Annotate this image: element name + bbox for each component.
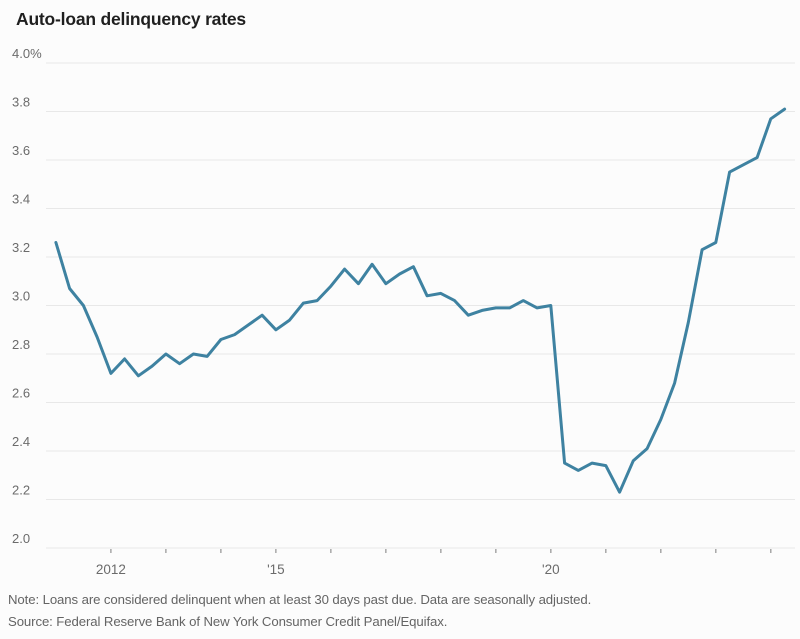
delinquency-line-chart: 4.0% 3.8 3.6 3.4 3.2 3.0 2.8 2.6 2.4 2.2 2.0 2012 '1… <box>12 46 795 577</box>
x-axis-tick-label: 2012 <box>96 562 126 577</box>
y-axis-tick-label: 3.4 <box>12 192 30 207</box>
x-axis-tick-label: '15 <box>267 562 285 577</box>
chart-title: Auto-loan delinquency rates <box>16 9 246 29</box>
x-axis-tick-label: '20 <box>542 562 560 577</box>
y-axis-tick-label: 4.0% <box>12 46 42 61</box>
y-axis-tick-label: 2.4 <box>12 434 30 449</box>
source-line: Source: Federal Reserve Bank of New York… <box>8 614 448 629</box>
y-axis-tick-label: 2.2 <box>12 483 30 498</box>
y-axis-tick-label: 3.6 <box>12 143 30 158</box>
y-axis-tick-label: 2.8 <box>12 337 30 352</box>
y-axis-tick-label: 3.0 <box>12 289 30 304</box>
y-axis-tick-label: 2.0 <box>12 531 30 546</box>
data-line <box>54 107 787 494</box>
footnote: Note: Loans are considered delinquent wh… <box>8 592 592 607</box>
y-axis-tick-label: 3.2 <box>12 240 30 255</box>
y-axis-tick-label: 3.8 <box>12 95 30 110</box>
y-axis-tick-label: 2.6 <box>12 386 30 401</box>
